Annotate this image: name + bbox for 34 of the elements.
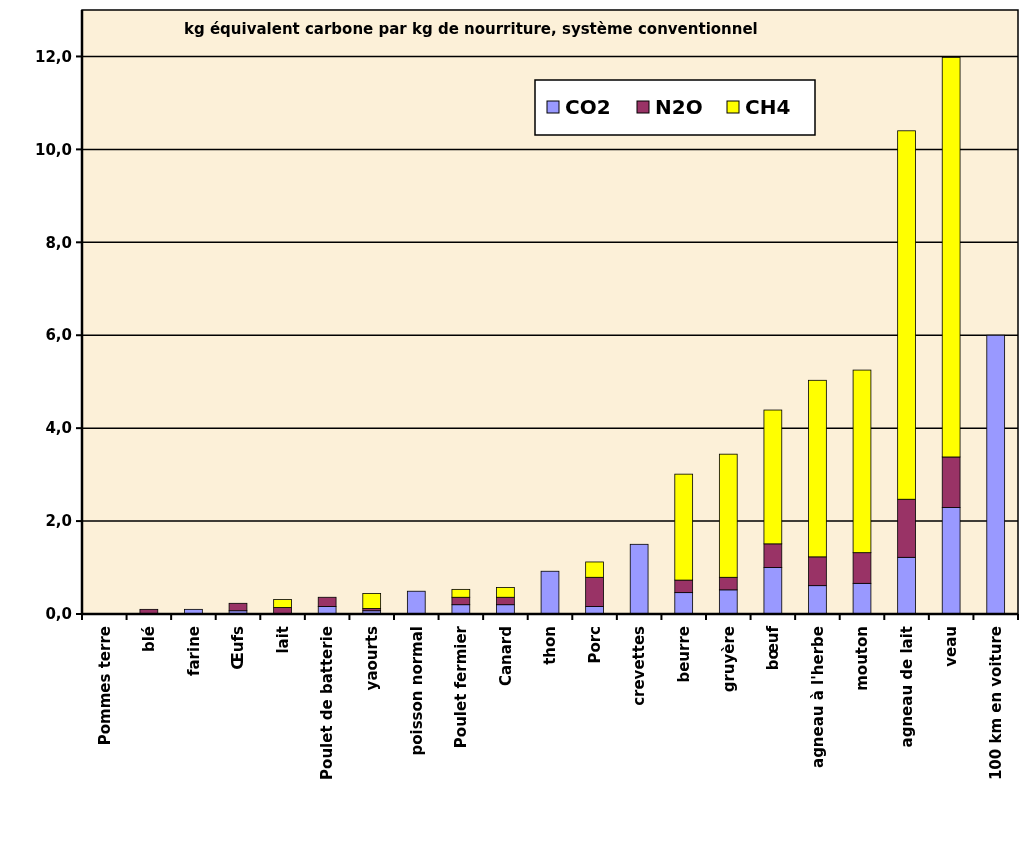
x-tick-label: Pommes terre — [95, 626, 114, 746]
x-tick-label: mouton — [853, 626, 872, 691]
x-tick-label: Poulet de batterie — [318, 626, 337, 780]
x-tick-label: crevettes — [630, 625, 649, 706]
legend-label: CH4 — [745, 95, 791, 119]
x-tick-label: 100 km en voiture — [986, 626, 1005, 781]
legend-label: CO2 — [565, 95, 611, 119]
x-tick-label: Œufs — [229, 625, 248, 670]
x-tick-label: Porc — [585, 626, 604, 664]
x-tick-label: beurre — [674, 626, 693, 683]
x-tick-label: poisson normal — [407, 626, 426, 756]
x-tick-label: Canard — [496, 626, 515, 687]
legend-label: N2O — [655, 95, 703, 119]
y-tick-label: 10,0 — [34, 140, 72, 159]
text: kg équivalent carbone par kg de nourriture, système conventionnel — [184, 20, 758, 38]
bar — [362, 593, 382, 609]
x-tick-label: gruyère — [719, 626, 738, 693]
bar — [228, 602, 248, 612]
x-tick-label: blé — [140, 626, 159, 653]
x-tick-label: bœuf — [764, 625, 783, 671]
x-tick-label: veau — [942, 626, 961, 667]
x-tick-label: agneau à l'herbe — [808, 626, 827, 768]
y-tick-label: 2,0 — [45, 512, 72, 531]
y-tick-label: 0,0 — [45, 605, 72, 624]
x-tick-label: agneau de lait — [897, 626, 916, 748]
x-tick-label: Poulet fermier — [452, 625, 471, 749]
x-tick-label: yaourts — [362, 625, 381, 691]
y-tick-label: 12,0 — [34, 47, 72, 66]
x-tick-label: lait — [273, 626, 292, 654]
y-tick-label: 6,0 — [45, 326, 72, 345]
y-tick-label: 4,0 — [45, 419, 72, 438]
x-tick-label: farine — [184, 626, 203, 677]
x-tick-label: thon — [541, 626, 560, 665]
y-tick-label: 8,0 — [45, 233, 72, 252]
